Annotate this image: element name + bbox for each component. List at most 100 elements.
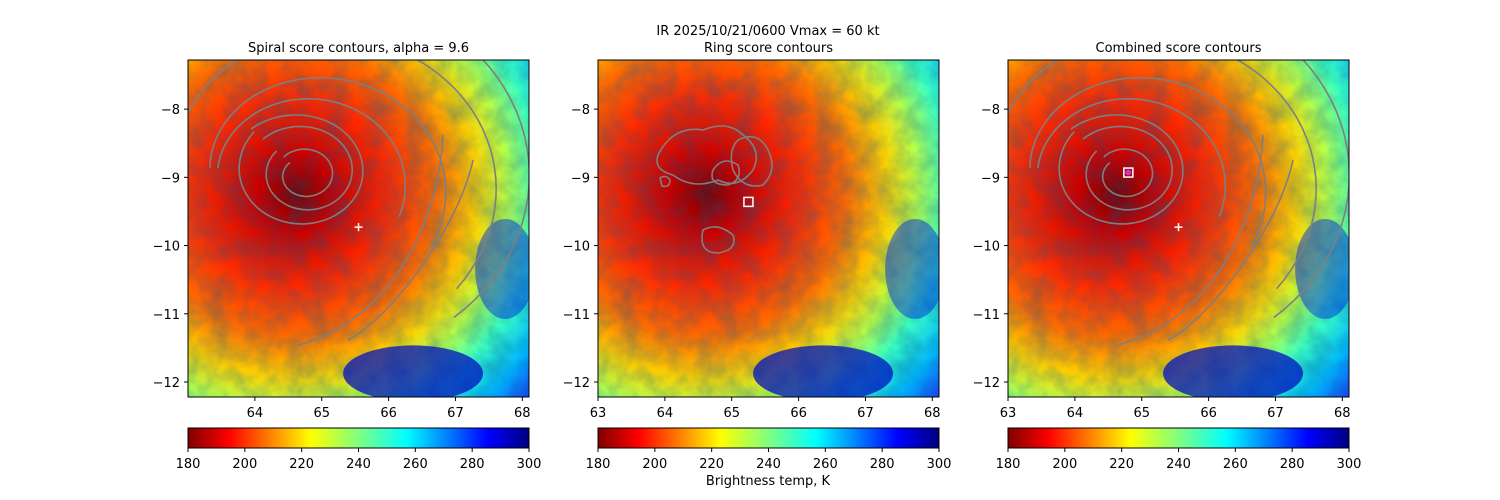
- spiral-contour-line: [1037, 97, 1227, 217]
- colorbar-tick-label: 240: [756, 457, 781, 472]
- y-tick-label: −10: [153, 240, 180, 255]
- y-tick-label: −9: [981, 171, 1000, 186]
- x-tick-label: 66: [790, 406, 807, 421]
- spiral-contour-line: [1117, 134, 1264, 346]
- y-tick-label: −9: [161, 171, 180, 186]
- x-tick-label: 67: [857, 406, 874, 421]
- cold-cloud-region: [1163, 345, 1304, 397]
- colorbar-bar: [597, 427, 940, 449]
- colorbar-tick-label: 300: [517, 457, 542, 472]
- panel-3: Combined score contours 63 64 65 66 67 68 −8 −9 −…: [973, 41, 1362, 472]
- x-tick-label: 66: [380, 406, 397, 421]
- y-tick-label: −8: [571, 103, 590, 118]
- axes-frame: [1007, 59, 1350, 398]
- spiral-contour-line: [1101, 148, 1154, 198]
- spiral-contour-line: [1167, 159, 1294, 341]
- colorbar-tick-label: 260: [1223, 457, 1248, 472]
- colorbar-tick-label: 180: [176, 457, 201, 472]
- cold-cloud-region: [475, 218, 529, 319]
- colorbar-tick-label: 260: [403, 457, 428, 472]
- axes-frame: [597, 59, 940, 398]
- colorbar: 180 200 220 240 260 280 300: [996, 427, 1362, 472]
- colorbar-tick-label: 220: [699, 457, 724, 472]
- colorbar-tick-label: 180: [586, 457, 611, 472]
- x-tick-label: 65: [313, 406, 330, 421]
- x-tick-label: 64: [657, 406, 674, 421]
- colorbar-tick-label: 220: [289, 457, 314, 472]
- y-tick-label: −9: [571, 171, 590, 186]
- x-tick-label: 64: [247, 406, 264, 421]
- spiral-contour-line: [1008, 60, 1318, 290]
- plus-marker: [1174, 223, 1183, 232]
- colorbar-tick-label: 200: [1052, 457, 1077, 472]
- cold-cloud-region: [1295, 218, 1349, 319]
- square-marker: [1123, 167, 1134, 178]
- colorbar-tick-label: 200: [232, 457, 257, 472]
- y-tick-label: −10: [563, 240, 590, 255]
- spiral-contour-line: [1082, 125, 1173, 211]
- colorbar-tick-label: 300: [1337, 457, 1362, 472]
- colorbar-tick-label: 300: [927, 457, 952, 472]
- colorbar-tick-label: 200: [642, 457, 667, 472]
- ring-contour-line: [730, 135, 773, 187]
- y-tick-label: −8: [981, 103, 1000, 118]
- panel-title: Combined score contours: [1096, 41, 1262, 56]
- cold-cloud-region: [343, 345, 484, 397]
- colorbar-tick-label: 280: [1280, 457, 1305, 472]
- x-tick-label: 68: [924, 406, 941, 421]
- colorbar-tick-label: 280: [870, 457, 895, 472]
- spiral-contour-line: [262, 125, 353, 211]
- figure-suptitle: IR 2025/10/21/0600 Vmax = 60 kt: [656, 24, 879, 39]
- spiral-contour-line: [347, 159, 474, 341]
- x-tick-label: 67: [1267, 406, 1284, 421]
- spiral-contour-line: [209, 76, 447, 249]
- colorbar: 180 200 220 240 260 280 300: [586, 427, 952, 472]
- y-tick-label: −8: [161, 103, 180, 118]
- heatmap: [188, 60, 529, 397]
- ring-contour-line: [659, 175, 671, 188]
- x-tick-label: 68: [1334, 406, 1351, 421]
- colorbar-tick-label: 280: [460, 457, 485, 472]
- panel-title: Spiral score contours, alpha = 9.6: [248, 41, 469, 56]
- x-tick-label: 65: [1133, 406, 1150, 421]
- square-marker: [743, 196, 754, 208]
- spiral-contour-line: [1273, 60, 1349, 319]
- panel-1: Spiral score contours, alpha = 9.6 64 65 66…: [153, 41, 542, 472]
- ring-contour-line: [701, 226, 735, 254]
- y-tick-label: −12: [973, 376, 1000, 391]
- x-tick-label: 63: [1000, 406, 1017, 421]
- x-tick-label: 63: [590, 406, 607, 421]
- colorbar-label: Brightness temp, K: [706, 474, 831, 489]
- colorbar-tick-label: 260: [813, 457, 838, 472]
- heatmap-texture: [598, 60, 939, 397]
- spiral-contour-line: [238, 114, 364, 225]
- plus-marker: [354, 223, 363, 232]
- x-tick-label: 64: [1067, 406, 1084, 421]
- colorbar-bar: [1007, 427, 1350, 449]
- colorbar-tick-label: 240: [1166, 457, 1191, 472]
- spiral-contour-line: [453, 60, 529, 319]
- colorbar-bar: [187, 427, 530, 449]
- colorbar: 180 200 220 240 260 280 300: [176, 427, 542, 472]
- spiral-contour-line: [188, 60, 498, 290]
- spiral-contour-line: [1029, 76, 1267, 249]
- colorbar-tick-label: 220: [1109, 457, 1134, 472]
- y-tick-label: −12: [153, 376, 180, 391]
- circle-marker: [1125, 169, 1132, 176]
- y-tick-label: −12: [563, 376, 590, 391]
- colorbar-tick-label: 180: [996, 457, 1021, 472]
- x-tick-label: 67: [447, 406, 464, 421]
- cold-cloud-region: [885, 218, 939, 319]
- spiral-contour-line: [1058, 114, 1184, 225]
- spiral-contour-line: [217, 97, 407, 217]
- y-tick-label: −11: [563, 308, 590, 323]
- cold-cloud-region: [753, 345, 894, 397]
- x-tick-label: 68: [514, 406, 531, 421]
- x-tick-label: 65: [723, 406, 740, 421]
- colorbar-tick-label: 240: [346, 457, 371, 472]
- spiral-contour-line: [281, 148, 334, 198]
- y-tick-label: −11: [973, 308, 1000, 323]
- panel-title: Ring score contours: [704, 41, 833, 56]
- ring-contour-line: [656, 125, 758, 185]
